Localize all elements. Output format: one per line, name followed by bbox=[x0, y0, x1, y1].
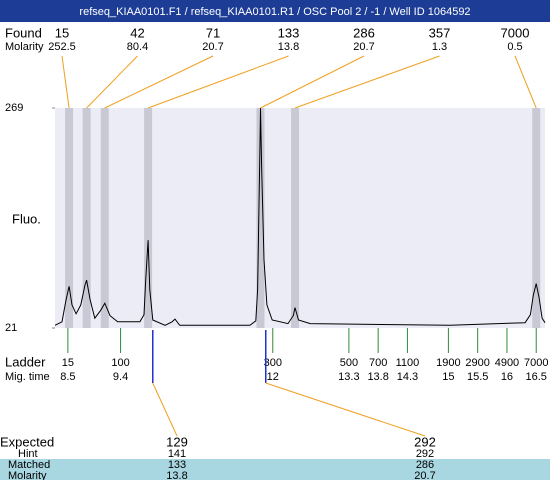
matched-band bbox=[0, 459, 550, 480]
hint: 141 bbox=[168, 448, 186, 460]
ladder-size: 2900 bbox=[465, 357, 489, 369]
found-connector bbox=[104, 55, 214, 109]
found-size: 71 bbox=[206, 25, 220, 40]
ladder-size: 100 bbox=[111, 357, 129, 369]
expected-connector bbox=[152, 382, 178, 437]
found-molarity: 252.5 bbox=[48, 41, 76, 53]
ladder-size: 1100 bbox=[396, 357, 420, 369]
ladder-mig-time: 12 bbox=[267, 371, 279, 383]
y-axis-label: Fluo. bbox=[12, 211, 41, 226]
peak-band bbox=[532, 108, 541, 328]
found-molarity: 0.5 bbox=[507, 41, 522, 53]
ladder-size: 700 bbox=[369, 357, 387, 369]
ladder-size: 7000 bbox=[524, 357, 548, 369]
found-connector bbox=[86, 55, 138, 109]
found-connector bbox=[147, 55, 289, 109]
peak-band bbox=[291, 108, 300, 328]
ladder-label: Ladder bbox=[5, 354, 46, 369]
hint-label: Hint bbox=[18, 448, 38, 460]
found-label: Found bbox=[5, 25, 42, 40]
expected-molarity: 20.7 bbox=[414, 470, 435, 480]
ladder-size: 4900 bbox=[495, 357, 519, 369]
ladder-mig-time: 9.4 bbox=[113, 371, 128, 383]
found-molarity: 20.7 bbox=[353, 41, 374, 53]
trace bbox=[54, 107, 546, 326]
matched: 133 bbox=[168, 459, 186, 471]
found-molarity: 20.7 bbox=[202, 41, 223, 53]
peak-band bbox=[65, 108, 74, 328]
molarity-label: Molarity bbox=[8, 470, 47, 480]
found-connector bbox=[294, 55, 440, 109]
ladder-mig-time: 8.5 bbox=[60, 371, 75, 383]
y-tick-label: 269 bbox=[5, 102, 23, 114]
expected-molarity: 13.8 bbox=[166, 470, 187, 480]
found-size: 357 bbox=[429, 25, 451, 40]
peak-band bbox=[82, 108, 91, 328]
ladder-mig-time: 13.8 bbox=[367, 371, 388, 383]
found-connector bbox=[61, 55, 70, 109]
peak-band bbox=[256, 108, 265, 328]
ladder-mig-time: 15 bbox=[442, 371, 454, 383]
ladder-mig-time: 16.5 bbox=[526, 371, 547, 383]
expected-size: 292 bbox=[414, 434, 436, 449]
matched: 286 bbox=[416, 459, 434, 471]
ladder-size: 15 bbox=[62, 357, 74, 369]
expected-label: Expected bbox=[0, 434, 54, 449]
peak-band bbox=[144, 108, 153, 328]
found-size: 286 bbox=[353, 25, 375, 40]
ladder-size: 1900 bbox=[436, 357, 460, 369]
peak-band bbox=[100, 108, 109, 328]
found-connector bbox=[514, 55, 537, 109]
ladder-mig-time: 16 bbox=[501, 371, 513, 383]
ladder-size: 300 bbox=[264, 357, 282, 369]
ladder-mig-time: 14.3 bbox=[397, 371, 418, 383]
ladder-mig-time: 15.5 bbox=[467, 371, 488, 383]
found-molarity: 13.8 bbox=[278, 41, 299, 53]
ladder-size: 500 bbox=[340, 357, 358, 369]
found-size: 7000 bbox=[501, 25, 530, 40]
found-connector bbox=[260, 55, 365, 109]
mig-time-label: Mig. time bbox=[5, 371, 50, 383]
found-molarity: 1.3 bbox=[432, 41, 447, 53]
found-size: 15 bbox=[55, 25, 69, 40]
found-size: 42 bbox=[130, 25, 144, 40]
hint: 292 bbox=[416, 448, 434, 460]
found-molarity: 80.4 bbox=[127, 41, 148, 53]
header-bar bbox=[0, 0, 550, 22]
y-tick-label: 21 bbox=[5, 322, 17, 334]
found-size: 133 bbox=[278, 25, 300, 40]
title: refseq_KIAA0101.F1 / refseq_KIAA0101.R1 … bbox=[79, 6, 470, 18]
ladder-mig-time: 13.3 bbox=[338, 371, 359, 383]
expected-connector bbox=[265, 382, 426, 437]
plot-area bbox=[55, 108, 545, 328]
expected-size: 129 bbox=[166, 434, 188, 449]
molarity-label: Molarity bbox=[5, 41, 44, 53]
matched-label: Matched bbox=[8, 459, 50, 471]
